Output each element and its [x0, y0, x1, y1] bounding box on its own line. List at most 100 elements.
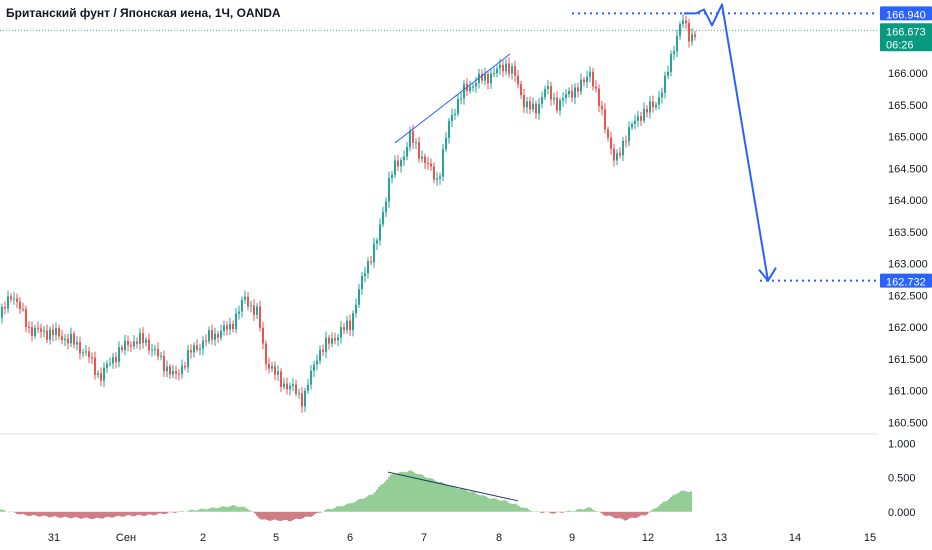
candle-body [529, 101, 531, 110]
candle-body [298, 393, 300, 395]
candle-body [247, 296, 249, 307]
candle-body [640, 116, 642, 121]
candle-body [460, 98, 462, 100]
candle-body [607, 129, 609, 138]
candle-body [184, 365, 186, 368]
candle-body [691, 34, 693, 42]
candle-body [595, 86, 597, 89]
candle-body [13, 298, 15, 300]
candle-body [67, 338, 69, 344]
candle-body [463, 83, 465, 99]
candle-body [304, 390, 306, 407]
candle-body [94, 357, 96, 375]
candle-body [367, 261, 369, 274]
candle-body [262, 327, 264, 344]
price-tick-label: 163.000 [888, 259, 928, 271]
price-tick-label: 166.000 [888, 68, 928, 80]
candle-body [109, 363, 111, 365]
candle-body [187, 350, 189, 368]
candle-body [235, 313, 237, 330]
candle-body [16, 298, 18, 302]
candle-body [436, 178, 438, 180]
candle-body [394, 160, 396, 175]
candle-body [199, 348, 201, 350]
candle-body [232, 323, 234, 330]
oscillator-tick-label: 0.000 [888, 507, 916, 519]
price-tick-label: 161.000 [888, 386, 928, 398]
candle-body [52, 329, 54, 336]
candle-body [202, 340, 204, 349]
candle-body [658, 97, 660, 105]
candle-body [85, 351, 87, 353]
candle-body [223, 325, 225, 331]
candle-body [253, 305, 255, 315]
candle-body [82, 352, 84, 354]
candle-body [472, 86, 474, 88]
candle-body [292, 384, 294, 387]
candle-body [433, 166, 435, 180]
candle-body [310, 370, 312, 385]
candle-body [226, 325, 228, 330]
candle-body [652, 101, 654, 108]
candle-body [571, 90, 573, 98]
candle-body [178, 373, 180, 375]
price-tick-label: 161.500 [888, 354, 928, 366]
candle-body [610, 137, 612, 149]
time-tick-label: 12 [642, 532, 654, 544]
price-tag-label: 166.940 [886, 9, 926, 21]
time-tick-label: 5 [273, 532, 279, 544]
candle-body [445, 138, 447, 150]
price-tick-label: 163.500 [888, 227, 928, 239]
time-tick-label: Сен [116, 532, 136, 544]
time-tick-label: 6 [347, 532, 353, 544]
candle-body [517, 75, 519, 85]
candle-body [130, 344, 132, 347]
candle-body [664, 75, 666, 93]
candle-body [586, 76, 588, 82]
time-tick-label: 13 [715, 532, 727, 544]
candle-body [631, 124, 633, 128]
candle-body [31, 327, 33, 337]
candle-body [175, 370, 177, 374]
candle-body [505, 63, 507, 72]
candle-body [352, 313, 354, 331]
candle-body [181, 365, 183, 375]
time-tick-label: 8 [496, 532, 502, 544]
price-axis: 160.500 161.000 161.500 162.000 162.500 163.0… [880, 5, 932, 519]
candle-body [448, 120, 450, 139]
candle-body [553, 97, 555, 100]
candles-layer [1, 14, 696, 413]
candle-body [301, 393, 303, 407]
candle-body [124, 340, 126, 350]
candle-body [670, 54, 672, 72]
candle-body [412, 131, 414, 143]
candle-body [496, 68, 498, 74]
candle-body [598, 88, 600, 107]
candle-body [139, 333, 141, 344]
oscillator-tick-label: 0.500 [888, 473, 916, 485]
candle-body [190, 350, 192, 353]
candle-body [319, 349, 321, 361]
candle-body [421, 156, 423, 159]
candle-body [280, 371, 282, 387]
candle-body [142, 333, 144, 344]
annotation-layer [394, 3, 878, 283]
candle-body [64, 338, 66, 341]
candle-body [88, 351, 90, 358]
candle-body [682, 20, 684, 25]
candle-body [457, 99, 459, 114]
candle-body [166, 366, 168, 372]
candle-body [520, 84, 522, 96]
candle-body [550, 86, 552, 100]
candle-body [451, 114, 453, 121]
candle-body [100, 373, 102, 381]
candle-body [601, 106, 603, 110]
candle-body [514, 66, 516, 76]
time-tick-label: 14 [789, 532, 801, 544]
candle-body [439, 176, 441, 179]
candle-body [361, 275, 363, 290]
candle-body [277, 371, 279, 375]
price-tick-label: 162.000 [888, 322, 928, 334]
